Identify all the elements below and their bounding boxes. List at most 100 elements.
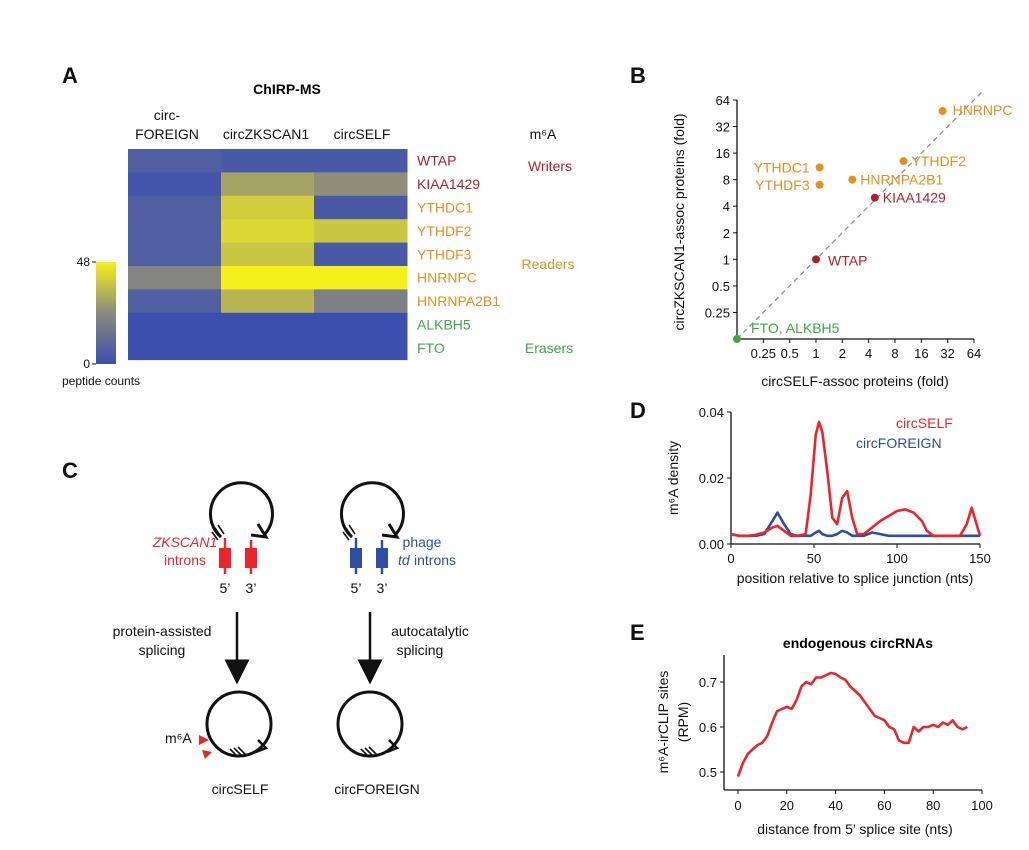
right-product-chevrons-icon	[360, 746, 378, 758]
heatmap-cell	[221, 336, 315, 361]
d-x-tick-label: 50	[807, 551, 821, 566]
e-x-tick-label: 0	[734, 798, 741, 813]
heatmap-row-label: YTHDF3	[417, 246, 472, 262]
b-point-label: FTO, ALKBH5	[751, 320, 840, 336]
b-point-label: WTAP	[828, 252, 867, 268]
right-introns-label: introns	[414, 552, 456, 568]
b-x-tick-label: 0.25	[751, 346, 776, 361]
d-lines	[730, 420, 982, 538]
heatmap	[128, 149, 408, 361]
d-y-tick-label: 0.02	[699, 471, 724, 486]
panel-c: C ZKSCAN1 introns 5’ 3’ phage td introns…	[62, 458, 469, 797]
e-x-tick-label: 20	[780, 798, 794, 813]
m6a-mark-2-icon	[202, 750, 212, 759]
right-intron-5-icon	[350, 548, 362, 568]
b-y-tick-label: 1	[723, 252, 730, 267]
e-x-tick-label: 40	[828, 798, 842, 813]
d-series-line	[730, 420, 982, 538]
e-x-tick-label: 80	[926, 798, 940, 813]
b-point	[938, 107, 947, 116]
b-x-tick-label: 4	[865, 346, 872, 361]
panel-a: A ChIRP-MS circ- FOREIGN circZKSCAN1 cir…	[62, 63, 574, 388]
color-scale-bar	[96, 262, 116, 364]
heatmap-cell	[128, 172, 222, 197]
e-xlabel: distance from 5’ splice site (nts)	[757, 821, 953, 837]
d-y-tick-label: 0.04	[699, 405, 724, 420]
heatmap-row-labels: WTAP KIAA1429 YTHDC1 YTHDF2 YTHDF3 HNRNPC HNRN…	[417, 153, 500, 356]
b-y-tick-label: 64	[716, 93, 730, 108]
b-x-tick-label: 0.5	[781, 346, 799, 361]
heatmap-cell	[314, 219, 408, 244]
b-x-tick-label: 32	[940, 346, 954, 361]
e-series-line	[736, 671, 968, 777]
heatmap-row-label: HNRNPC	[417, 270, 477, 286]
b-y-tick-label: 8	[723, 173, 730, 188]
e-title: endogenous circRNAs	[783, 635, 933, 651]
b-xlabel: circSELF-assoc proteins (fold)	[761, 373, 949, 389]
heatmap-row-label: YTHDF2	[417, 223, 472, 239]
b-point	[899, 157, 908, 166]
heatmap-cell	[128, 336, 222, 361]
b-x-tick-label: 2	[839, 346, 846, 361]
heatmap-cell	[128, 289, 222, 314]
heatmap-cell	[128, 312, 222, 337]
heatmap-cell	[221, 219, 315, 244]
panel-b: B 0.25 0.5 1 2 4 8 16 32 64 0.25 0.5 1 2 4 8 16 32 64 HNR…	[630, 63, 1012, 389]
e-ticks: 0 20 40 60 80 100 0.5 0.6 0.7	[699, 675, 993, 813]
heatmap-cell	[221, 266, 315, 290]
b-point	[848, 175, 857, 184]
heatmap-cell	[221, 172, 315, 197]
left-introns-gene: ZKSCAN1	[152, 534, 218, 550]
heatmap-cell	[221, 149, 315, 173]
e-lines	[736, 671, 968, 777]
heatmap-cell	[221, 195, 315, 220]
m6a-mark-1-icon	[199, 735, 209, 745]
panel-d: D 0 50 100 150 0.00 0.02 0.04 circSELF circFOR…	[630, 398, 991, 586]
left-product-circle	[205, 690, 273, 758]
d-ticks: 0 50 100 150 0.00 0.02 0.04	[699, 405, 991, 566]
e-ylabel-1: m⁶A-irCLIP sites	[655, 671, 671, 774]
col-header-self: circSELF	[334, 126, 391, 142]
heatmap-cell	[128, 149, 222, 173]
panel-b-letter: B	[630, 63, 646, 88]
heatmap-cell	[314, 289, 408, 314]
b-y-tick-label: 32	[716, 120, 730, 135]
heatmap-row-label: WTAP	[417, 153, 456, 169]
b-point	[733, 335, 741, 343]
left-product-label: circSELF	[212, 781, 269, 797]
heatmap-row-label: FTO	[417, 340, 445, 356]
left-process-1: protein-assisted	[113, 623, 212, 639]
heatmap-cell	[314, 266, 408, 290]
b-x-tick-label: 1	[812, 346, 819, 361]
b-y-tick-label: 0.5	[712, 279, 730, 294]
b-point-label: HNRNPA2B1	[860, 172, 943, 188]
heatmap-cell	[128, 242, 222, 267]
left-process-2: splicing	[139, 642, 186, 658]
d-x-tick-label: 150	[969, 551, 991, 566]
heatmap-row-label: HNRNPA2B1	[417, 293, 500, 309]
b-point	[815, 180, 824, 189]
b-y-tick-label: 16	[716, 146, 730, 161]
b-x-tick-label: 16	[914, 346, 928, 361]
heatmap-cell	[128, 219, 222, 244]
b-point-label: YTHDF3	[755, 177, 810, 193]
left-intron-3-icon	[245, 548, 257, 568]
b-point-label: KIAA1429	[883, 190, 946, 206]
heatmap-cell	[314, 172, 408, 197]
b-ticks: 0.25 0.5 1 2 4 8 16 32 64 0.25 0.5 1 2 4 8 16 32 64	[705, 93, 982, 361]
heatmap-cell	[221, 312, 315, 337]
m6a-label: m⁶A	[165, 730, 192, 746]
left-product-chevrons-icon	[229, 746, 247, 758]
panel-e: E endogenous circRNAs 0 20 40 60 80 100 0.5 0.6…	[630, 620, 993, 837]
b-y-tick-label: 4	[723, 199, 730, 214]
heatmap-row-label: ALKBH5	[417, 317, 471, 333]
heatmap-cell	[314, 149, 408, 173]
heatmap-row-label: YTHDC1	[417, 200, 473, 216]
b-point	[870, 193, 879, 202]
d-ylabel: m⁶A density	[665, 441, 681, 515]
e-y-tick-label: 0.6	[699, 720, 717, 735]
b-point-label: YTHDC1	[754, 159, 810, 175]
m6a-header: m⁶A	[530, 126, 557, 142]
e-ylabel-2: (RPM)	[675, 702, 691, 742]
